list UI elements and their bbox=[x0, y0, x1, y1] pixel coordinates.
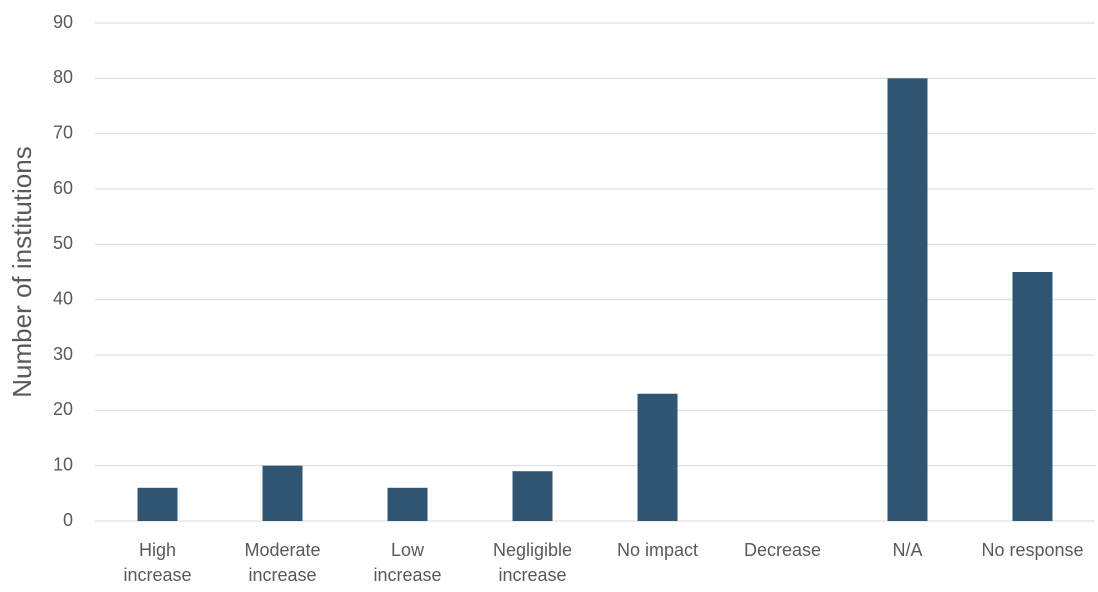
y-tick-label: 80 bbox=[53, 67, 73, 87]
x-tick-label: High increase bbox=[123, 540, 192, 585]
y-tick-label: 50 bbox=[53, 233, 73, 253]
x-tick-label: Decrease bbox=[743, 540, 822, 560]
x-tick-label: No response bbox=[981, 540, 1084, 560]
bar bbox=[387, 487, 428, 521]
y-tick-label: 90 bbox=[53, 12, 73, 32]
x-tick-label: Low increase bbox=[373, 540, 442, 585]
bar bbox=[887, 78, 928, 521]
bar bbox=[637, 393, 678, 521]
y-tick-label: 30 bbox=[53, 344, 73, 364]
y-tick-label: 10 bbox=[53, 454, 73, 474]
bar bbox=[512, 471, 553, 521]
x-tick-label: No impact bbox=[616, 540, 699, 560]
y-tick-label: 70 bbox=[53, 122, 73, 142]
y-tick-label: 40 bbox=[53, 288, 73, 308]
x-tick-label: Negligible increase bbox=[492, 540, 573, 585]
bar bbox=[1012, 272, 1053, 521]
y-tick-label: 60 bbox=[53, 178, 73, 198]
y-tick-label: 20 bbox=[53, 399, 73, 419]
x-tick-label: N/A bbox=[892, 540, 923, 560]
y-axis-title: Number of institutions bbox=[7, 146, 37, 397]
bar bbox=[262, 465, 303, 521]
y-tick-label: 0 bbox=[63, 510, 73, 530]
bar bbox=[137, 487, 178, 521]
x-tick-label: Moderate increase bbox=[244, 540, 321, 585]
